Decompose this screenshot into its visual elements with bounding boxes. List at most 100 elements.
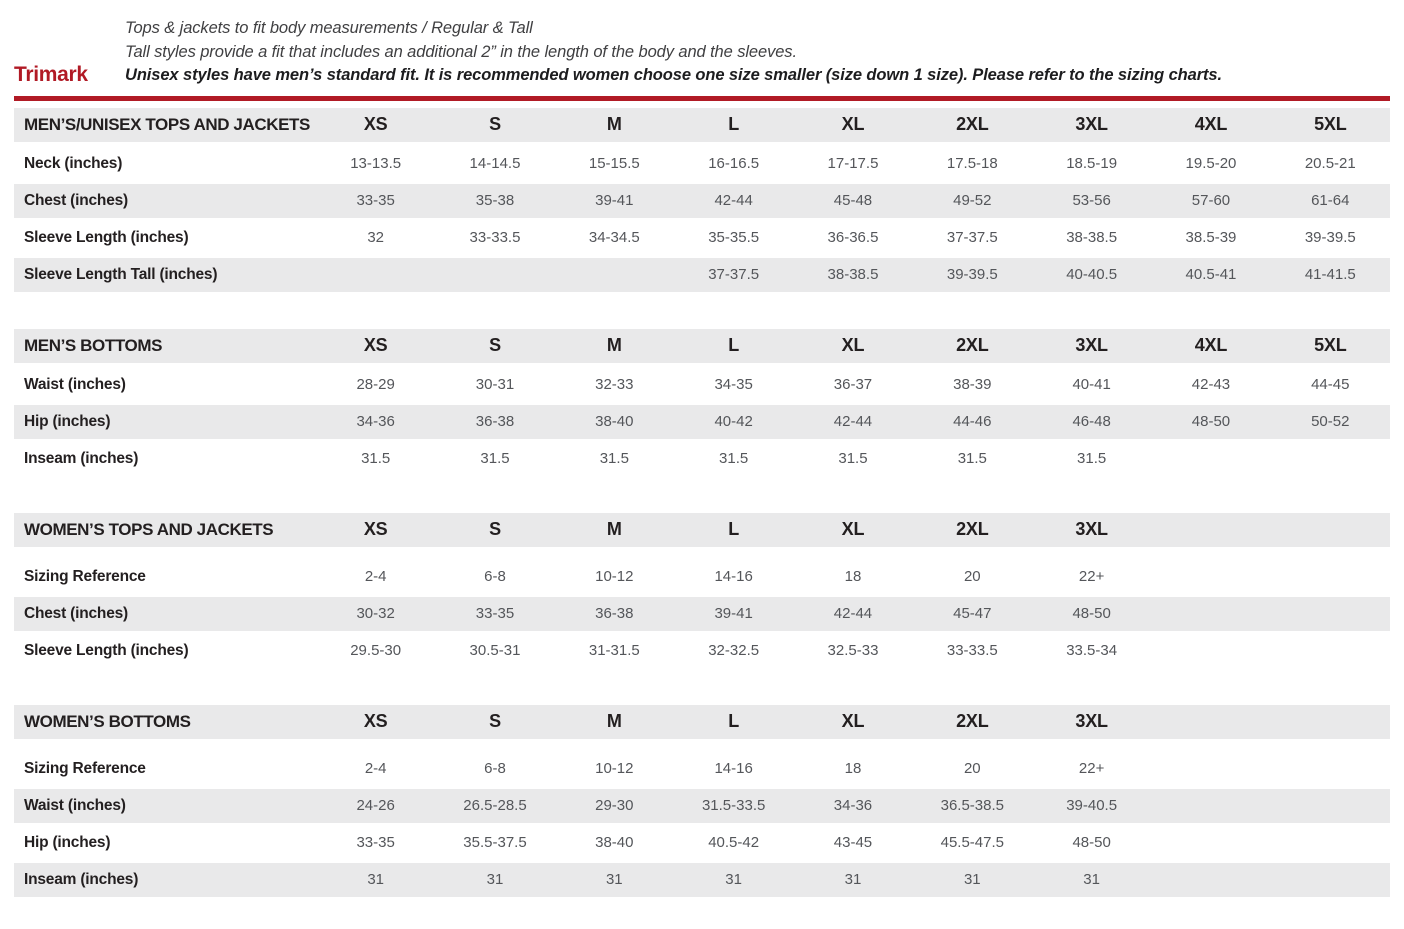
size-value-cell: 29.5-30	[350, 642, 402, 659]
size-value-cell: 31	[367, 871, 384, 888]
size-column-header-s: S	[489, 335, 501, 355]
size-value-cell: 6-8	[484, 760, 506, 777]
row-label: Neck (inches)	[24, 154, 123, 172]
row-label: Waist (inches)	[24, 796, 126, 814]
size-value-cell: 40-42	[714, 413, 753, 430]
size-column-header-l: L	[728, 711, 740, 731]
table-title: MEN’S/UNISEX TOPS AND JACKETS	[24, 114, 310, 134]
size-value-cell: 31.5-33.5	[701, 797, 766, 814]
size-value-cell: 42-44	[714, 192, 753, 209]
size-value-cell: 31.5	[957, 450, 987, 467]
size-column-header-m: M	[606, 519, 622, 539]
size-value-cell: 33-33.5	[946, 642, 998, 659]
size-value-cell: 38-38.5	[827, 266, 879, 283]
size-column-header-l: L	[728, 335, 740, 355]
size-value-cell: 48-50	[1191, 413, 1231, 430]
size-value-cell: 45-48	[833, 192, 873, 209]
row-label: Inseam (inches)	[24, 449, 139, 467]
table-title: WOMEN’S BOTTOMS	[24, 711, 191, 731]
size-value-cell: 34-36	[833, 797, 873, 814]
size-value-cell: 26.5-28.5	[463, 797, 527, 814]
table-row-sleeve-length-inches: Sleeve Length (inches) 29.5-30 30.5-31 31-3…	[14, 634, 1390, 668]
table-row-sizing-reference: Sizing Reference 2-4 6-8 10-12 14-16 18 20 22+	[14, 752, 1390, 786]
table-row-neck-inches: Neck (inches) 13-13.5 14-14.5 15-15.5 16-16.…	[14, 147, 1390, 181]
size-value-cell: 14-14.5	[469, 155, 521, 172]
size-value-cell: 33-35	[356, 192, 395, 209]
size-column-header-5xl: 5XL	[1314, 114, 1347, 134]
size-value-cell: 38-40	[595, 413, 634, 430]
size-value-cell: 13-13.5	[350, 155, 402, 172]
size-column-header-4xl: 4XL	[1194, 335, 1228, 355]
size-value-cell: 2-4	[364, 568, 387, 585]
size-value-cell: 36.5-38.5	[940, 797, 1004, 814]
intro-text: Tops & jackets to fit body measurements …	[125, 17, 1222, 88]
size-value-cell: 33-35	[475, 605, 515, 622]
size-value-cell: 45-47	[953, 605, 992, 622]
table-header-row: WOMEN’S BOTTOMS XS S M L XL 2XL 3XL	[14, 704, 1390, 739]
table-title: WOMEN’S TOPS AND JACKETS	[24, 519, 274, 539]
size-column-header-3xl: 3XL	[1075, 519, 1108, 539]
size-value-cell: 15-15.5	[588, 155, 640, 172]
size-value-cell: 39-39.5	[1304, 229, 1356, 246]
size-value-cell: 31	[1083, 871, 1100, 888]
size-value-cell: 38-39	[953, 376, 992, 393]
table-row-sleeve-length-tall-inches: Sleeve Length Tall (inches) 37-37.5 38-38.…	[14, 257, 1390, 292]
size-value-cell: 37-37.5	[946, 229, 998, 246]
size-value-cell: 32-32.5	[708, 642, 760, 659]
size-value-cell: 29-30	[595, 797, 634, 814]
size-value-cell: 20	[963, 568, 981, 585]
size-column-header-4xl: 4XL	[1194, 114, 1228, 134]
size-value-cell: 31.5	[361, 450, 391, 467]
size-value-cell: 17-17.5	[827, 155, 879, 172]
size-value-cell: 14-16	[714, 568, 753, 585]
size-value-cell: 10-12	[595, 760, 634, 777]
table-row-chest-inches: Chest (inches) 30-32 33-35 36-38 39-41 42-44 4…	[14, 596, 1390, 631]
size-column-header-xl: XL	[841, 519, 865, 539]
size-column-header-xs: XS	[363, 711, 388, 731]
size-column-header-5xl: 5XL	[1314, 335, 1347, 355]
size-value-cell: 20.5-21	[1304, 155, 1356, 172]
table-row-waist-inches: Waist (inches) 28-29 30-31 32-33 34-35 36-37 3…	[14, 368, 1390, 402]
size-value-cell: 42-44	[833, 605, 873, 622]
size-value-cell: 44-45	[1311, 376, 1350, 393]
size-value-cell: 22+	[1078, 760, 1105, 777]
size-value-cell: 46-48	[1072, 413, 1111, 430]
size-value-cell: 14-16	[714, 760, 753, 777]
size-value-cell: 20	[963, 760, 981, 777]
size-value-cell: 48-50	[1072, 605, 1111, 622]
row-label: Waist (inches)	[24, 375, 126, 393]
table-header-row: MEN’S BOTTOMS XS S M L XL 2XL 3XL 4XL 5XL	[14, 328, 1390, 363]
size-column-header-3xl: 3XL	[1075, 711, 1108, 731]
intro-line-fit-note: Tops & jackets to fit body measurements …	[125, 19, 533, 37]
size-value-cell: 17.5-18	[946, 155, 998, 172]
size-value-cell: 36-38	[475, 413, 515, 430]
size-value-cell: 18	[844, 568, 862, 585]
size-table-men-s-unisex-tops-and-jackets: MEN’S/UNISEX TOPS AND JACKETS XS S M L XL 2XL 3…	[14, 107, 1390, 292]
size-value-cell: 38-38.5	[1066, 229, 1118, 246]
size-value-cell: 38.5-39	[1185, 229, 1237, 246]
size-column-header-xl: XL	[841, 711, 865, 731]
size-value-cell: 34-36	[356, 413, 395, 430]
size-column-header-m: M	[606, 711, 622, 731]
row-label: Sleeve Length (inches)	[24, 641, 189, 659]
row-label: Sleeve Length (inches)	[24, 228, 189, 246]
size-value-cell: 6-8	[484, 568, 506, 585]
intro-line-unisex-note: Unisex styles have men’s standard fit. I…	[125, 66, 1222, 84]
size-value-cell: 32-33	[595, 376, 634, 393]
size-value-cell: 31	[844, 871, 862, 888]
size-column-header-l: L	[728, 519, 740, 539]
size-value-cell: 39-41	[714, 605, 753, 622]
size-value-cell: 31	[963, 871, 981, 888]
size-column-header-xl: XL	[841, 114, 865, 134]
table-row-inseam-inches: Inseam (inches) 31 31 31 31 31 31 31	[14, 862, 1390, 897]
size-value-cell: 45.5-47.5	[940, 834, 1004, 851]
table-row-sleeve-length-inches: Sleeve Length (inches) 32 33-33.5 34-34.5 35…	[14, 221, 1390, 255]
size-value-cell: 37-37.5	[708, 266, 760, 283]
size-value-cell: 33-35	[356, 834, 395, 851]
row-label: Chest (inches)	[24, 191, 128, 209]
size-value-cell: 32	[367, 229, 384, 246]
row-label: Hip (inches)	[24, 833, 111, 851]
row-label: Chest (inches)	[24, 604, 128, 622]
size-value-cell: 40-40.5	[1066, 266, 1118, 283]
size-column-header-s: S	[489, 114, 501, 134]
